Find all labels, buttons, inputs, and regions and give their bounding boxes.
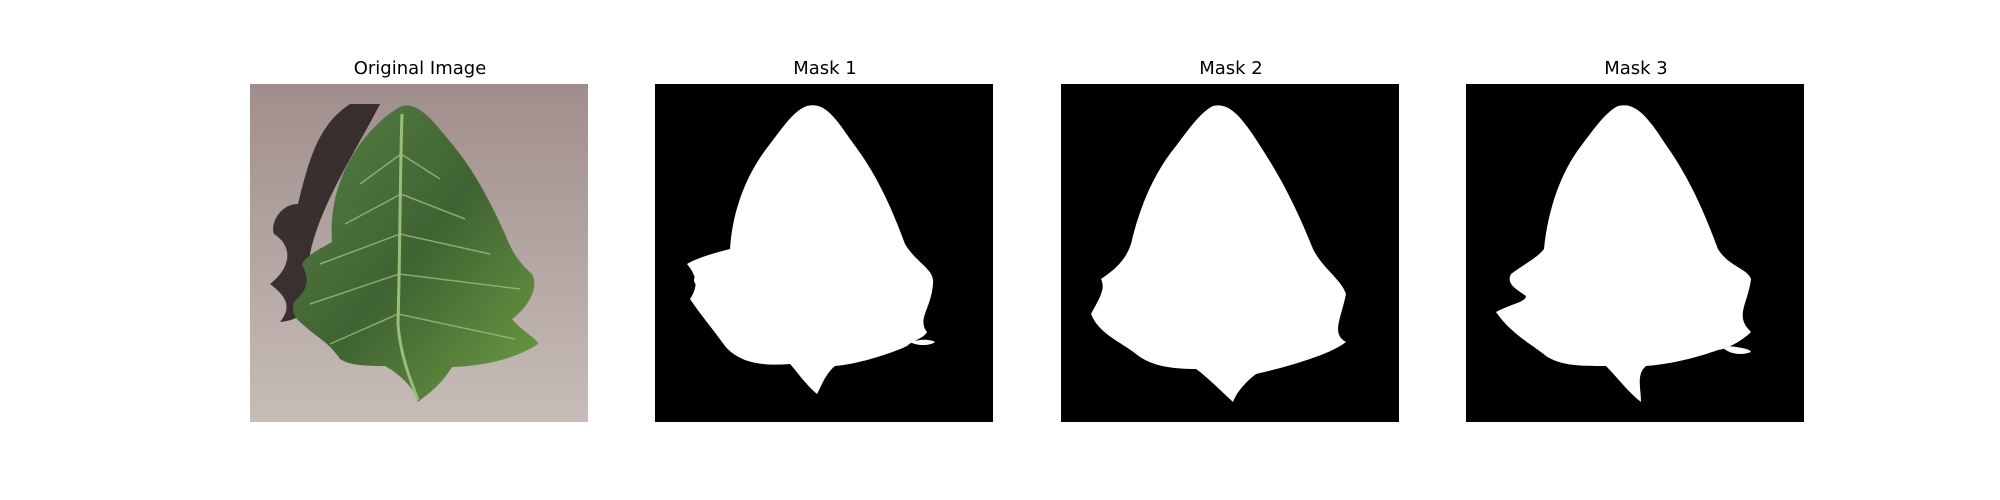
panel-title-original: Original Image xyxy=(250,58,590,79)
mask-speck xyxy=(1249,297,1253,301)
figure-panel-original: Original Image xyxy=(250,0,590,500)
figure-panel-mask-2: Mask 2 xyxy=(1061,0,1401,500)
panel-title-mask-1: Mask 1 xyxy=(655,58,995,79)
mask-2-image xyxy=(1061,84,1399,422)
figure-panel-mask-1: Mask 1 xyxy=(655,0,995,500)
mask-1-image xyxy=(655,84,993,422)
mask-speck xyxy=(1256,301,1259,304)
panel-title-mask-3: Mask 3 xyxy=(1466,58,1806,79)
panel-title-mask-2: Mask 2 xyxy=(1061,58,1401,79)
figure-panel-mask-3: Mask 3 xyxy=(1466,0,1806,500)
mask-blob xyxy=(694,274,706,286)
mask-3-image xyxy=(1466,84,1804,422)
original-leaf-image xyxy=(250,84,588,422)
